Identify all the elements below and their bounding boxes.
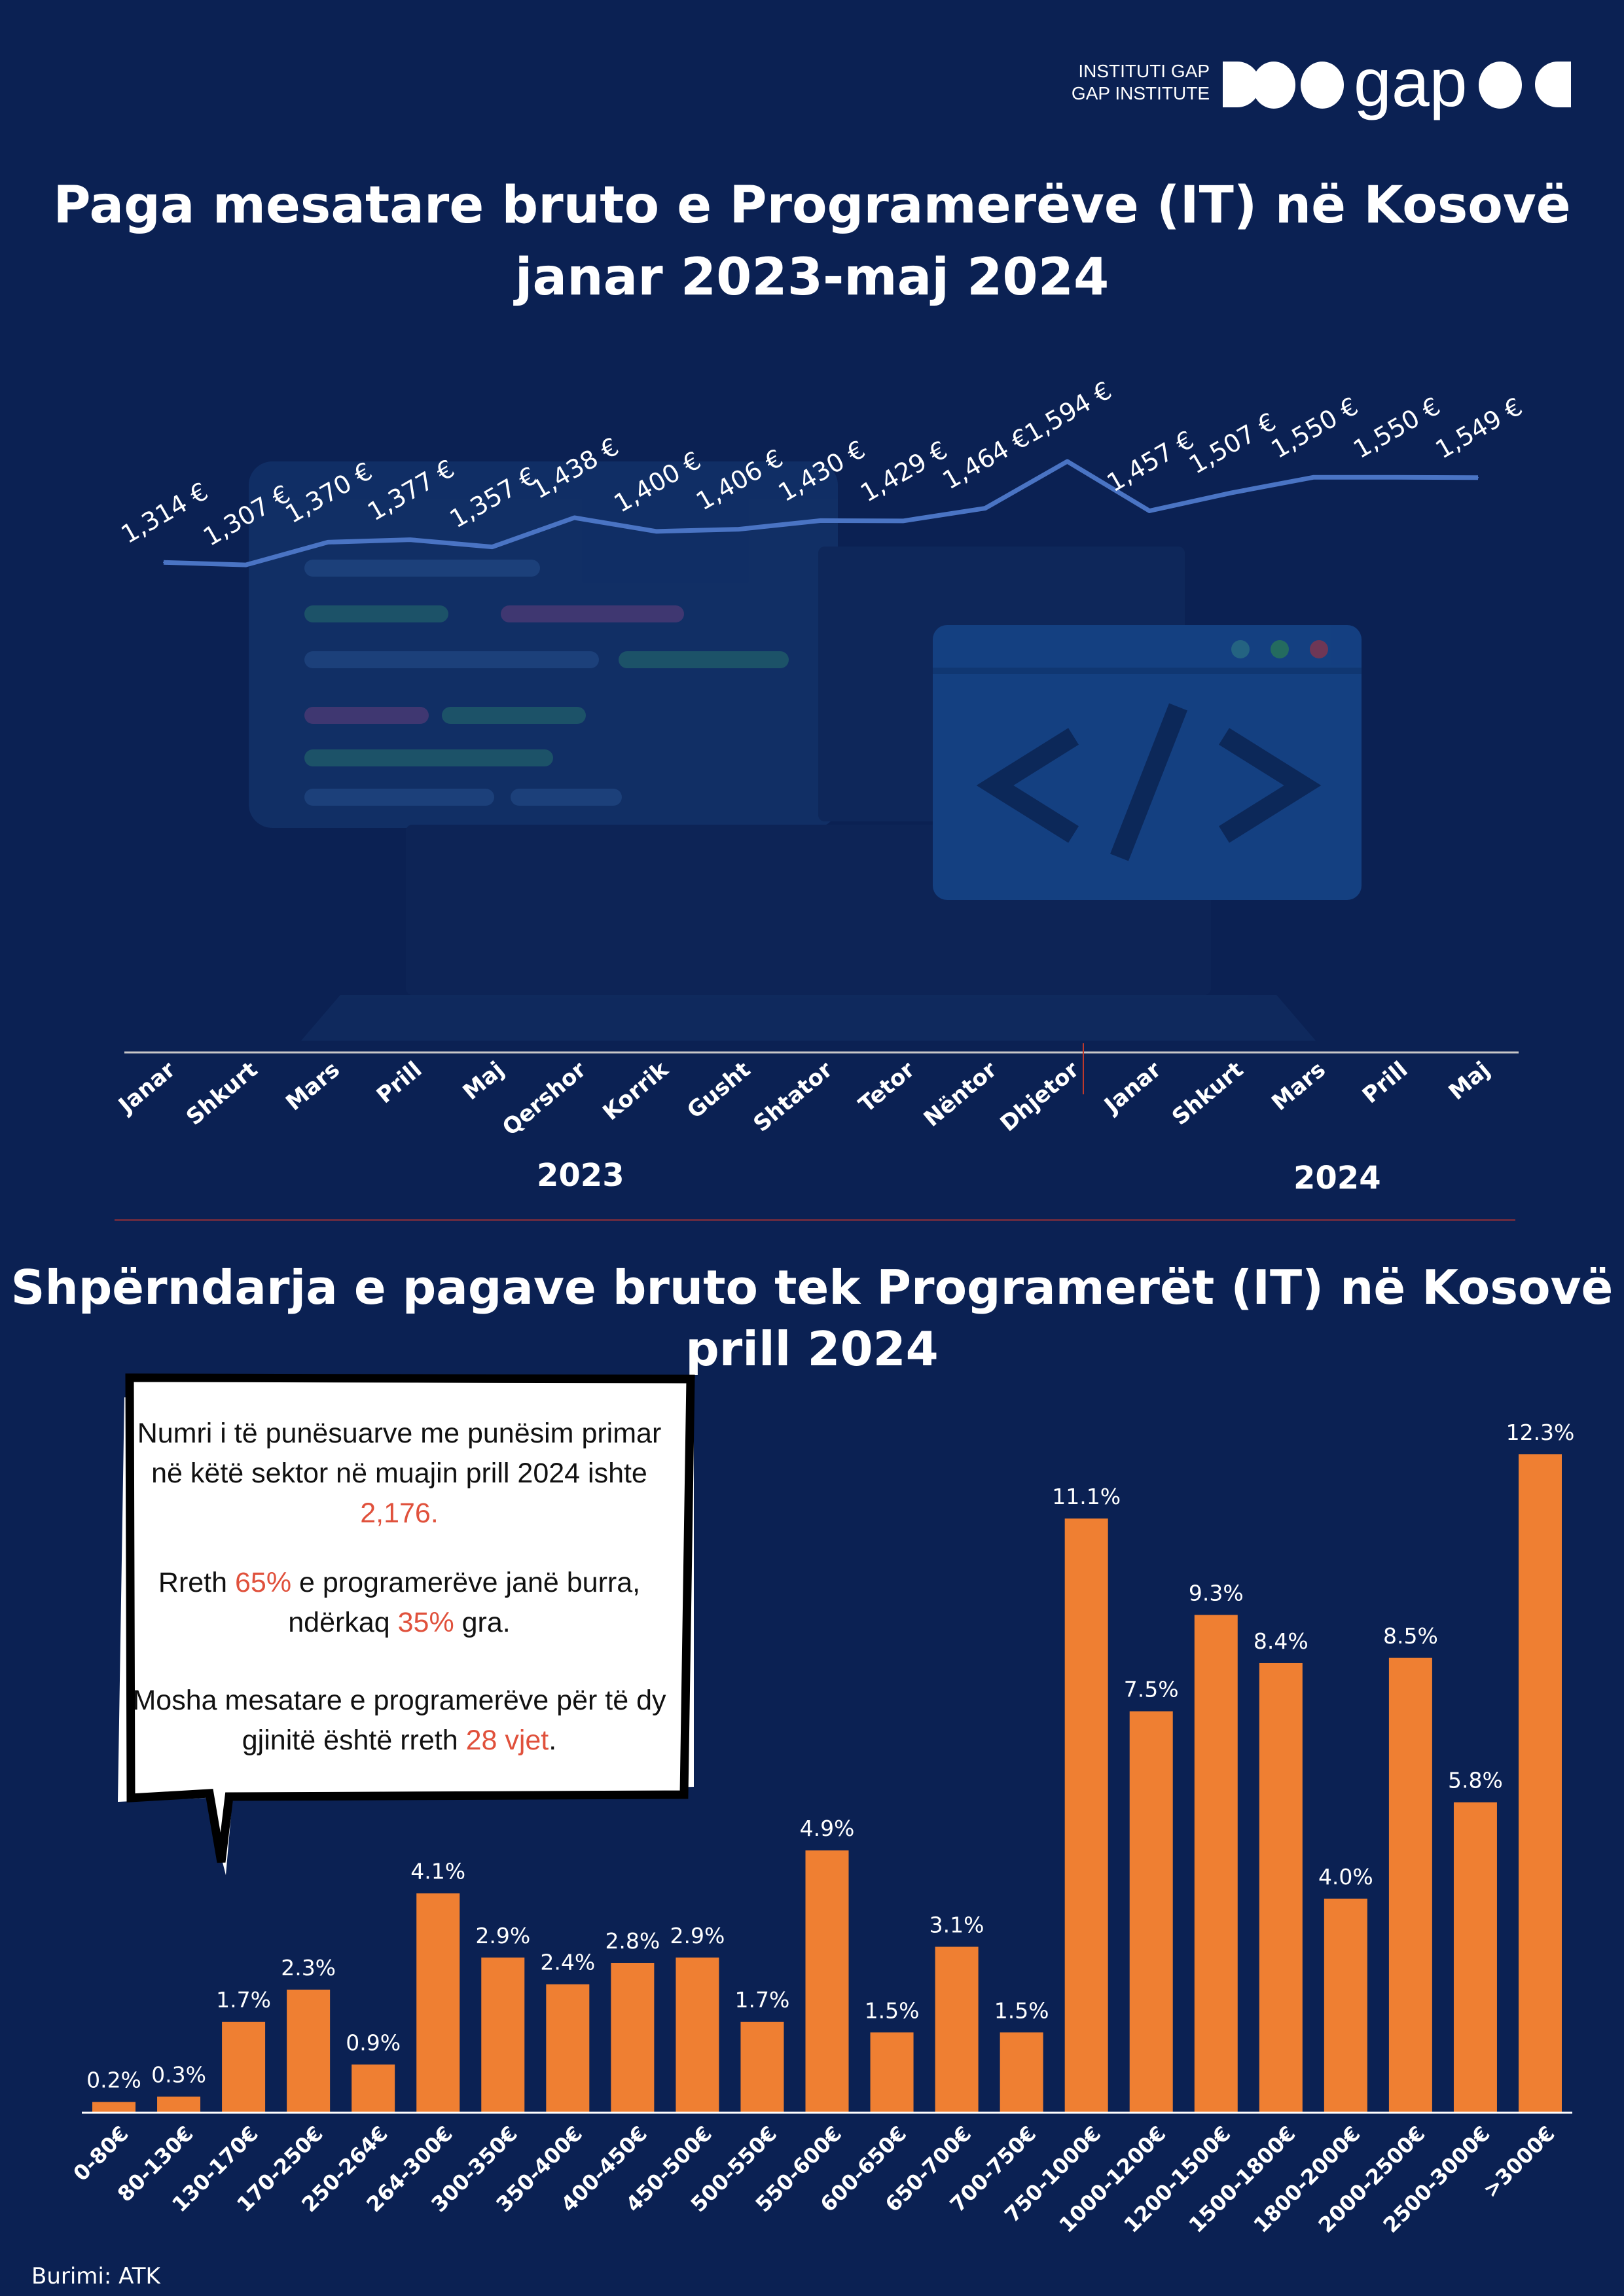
line-chart-subtitle: janar 2023-maj 2024 — [514, 248, 1110, 307]
bar — [1519, 1454, 1562, 2113]
logo-text: gap — [1354, 52, 1468, 121]
gap-logo: gap — [1223, 52, 1571, 121]
bar — [481, 1957, 525, 2113]
callout-gender-text-2: e programerëve janë burra, ndërkaq — [288, 1567, 641, 1638]
bar-data-label: 2.3% — [281, 1955, 336, 1981]
brand-line-2: GAP INSTITUTE — [1071, 83, 1210, 103]
bar-data-label: 12.3% — [1506, 1420, 1575, 1445]
bar — [805, 1850, 849, 2113]
bar — [1388, 1657, 1432, 2113]
bar-data-label: 8.4% — [1254, 1628, 1308, 1654]
line-chart-title: Paga mesatare bruto e Programerëve (IT) … — [53, 176, 1571, 235]
line-point — [984, 507, 986, 509]
line-point — [656, 530, 657, 532]
brand-line-1: INSTITUTI GAP — [1078, 61, 1210, 81]
callout-male-share: 65% — [235, 1567, 292, 1598]
bar-data-label: 4.9% — [800, 1816, 855, 1841]
bar-data-label: 4.0% — [1318, 1864, 1373, 1890]
line-point — [1477, 476, 1479, 478]
bar — [92, 2102, 135, 2113]
section-divider — [115, 1219, 1515, 1221]
source-note: Burimi: ATK — [31, 2263, 160, 2289]
year-label-2024: 2024 — [1293, 1160, 1381, 1196]
bar-data-label: 3.1% — [929, 1912, 984, 1937]
line-point — [902, 520, 904, 522]
bar-data-label: 2.9% — [475, 1923, 530, 1948]
bar — [1259, 1662, 1303, 2113]
bar-data-label: 0.9% — [346, 2030, 401, 2055]
bar-x-tick-label: >3000€ — [1478, 2121, 1560, 2203]
bar — [870, 2032, 914, 2113]
callout-paragraph-age: Mosha mesatare e programerëve për të dy … — [131, 1681, 668, 1761]
bar — [1129, 1711, 1173, 2113]
bar-data-label: 5.8% — [1448, 1768, 1503, 1793]
callout-female-share: 35% — [397, 1607, 454, 1638]
callout-paragraph-gender: Rreth 65% e programerëve janë burra, ndë… — [131, 1563, 668, 1643]
brand-wordmark: INSTITUTI GAP GAP INSTITUTE — [1047, 60, 1210, 105]
line-point — [1231, 492, 1233, 493]
bar-data-label: 2.4% — [540, 1950, 595, 1975]
line-point — [409, 539, 411, 541]
bar-chart-subtitle: prill 2024 — [685, 1321, 939, 1376]
bar-data-label: 9.3% — [1189, 1580, 1244, 1605]
bar-data-label: 8.5% — [1383, 1623, 1438, 1649]
bar-data-label: 0.3% — [151, 2062, 206, 2087]
callout-gender-text-3: gra. — [454, 1607, 511, 1638]
bar-x-tick-label: 0-80€ — [68, 2121, 133, 2186]
bar-data-label: 11.1% — [1052, 1484, 1121, 1509]
bar-chart-title: Shpërndarja e pagave bruto tek Programer… — [10, 1260, 1614, 1315]
speech-bubble — [118, 1373, 695, 1875]
bar — [1000, 2032, 1043, 2113]
bar — [157, 2096, 201, 2113]
bar — [740, 2021, 784, 2113]
computer-illustration — [249, 461, 1362, 1041]
bar-data-label: 4.1% — [410, 1859, 465, 1884]
bar-data-label: 1.5% — [994, 1998, 1049, 2023]
callout-age-text-end: . — [549, 1725, 557, 1756]
callout-employees-text: Numri i të punësuarve me punësim primar … — [137, 1418, 662, 1489]
line-point — [163, 562, 164, 564]
line-point — [820, 520, 821, 522]
year-label-2023: 2023 — [537, 1157, 624, 1194]
callout-paragraph-employees: Numri i të punësuarve me punësim primar … — [131, 1414, 668, 1534]
bar-data-label: 2.8% — [605, 1928, 660, 1954]
bar — [1194, 1615, 1238, 2113]
bar — [611, 1962, 655, 2113]
bar — [676, 1957, 719, 2113]
line-point — [738, 528, 740, 530]
bar — [416, 1893, 460, 2113]
callout-gender-text-1: Rreth — [158, 1567, 235, 1598]
bar-data-label: 1.7% — [216, 1987, 271, 2013]
line-point — [573, 516, 575, 518]
callout-age-value: 28 vjet — [465, 1725, 549, 1756]
bar — [1453, 1802, 1497, 2113]
bar-data-label: 1.7% — [735, 1987, 790, 2013]
line-point — [1149, 510, 1150, 512]
bar-data-label: 2.9% — [670, 1923, 725, 1948]
bar — [1324, 1898, 1367, 2113]
line-point — [1066, 461, 1068, 462]
callout-employees-value: 2,176. — [360, 1498, 439, 1529]
line-point — [245, 564, 247, 566]
line-point — [492, 546, 493, 548]
line-chart: 1,314 €1,307 €1,370 €1,377 €1,357 €1,438… — [113, 376, 1527, 1141]
bar — [1064, 1518, 1108, 2113]
line-point — [1313, 476, 1314, 478]
bar-data-label: 0.2% — [86, 2068, 141, 2093]
bar — [352, 2064, 395, 2113]
callout-age-text: Mosha mesatare e programerëve për të dy … — [132, 1685, 666, 1756]
line-point — [1395, 476, 1397, 478]
bar — [546, 1984, 590, 2113]
bar-data-label: 1.5% — [865, 1998, 920, 2023]
bar — [287, 1989, 331, 2113]
bar — [935, 1946, 979, 2113]
bar — [222, 2021, 266, 2113]
line-point — [327, 541, 329, 543]
bar-data-label: 7.5% — [1124, 1677, 1179, 1702]
